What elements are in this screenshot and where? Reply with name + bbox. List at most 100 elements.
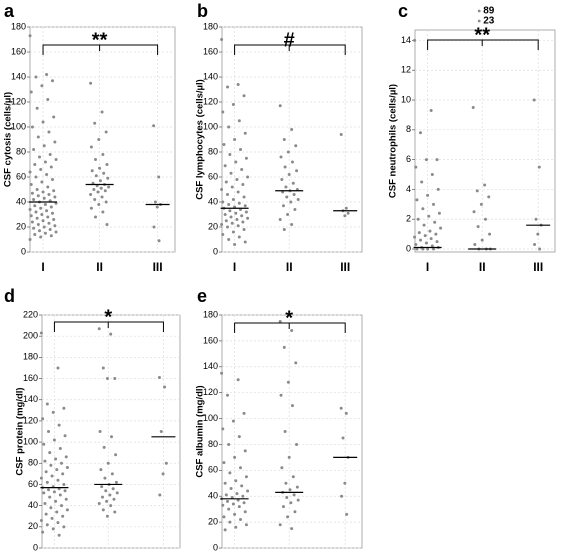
data-point (63, 489, 67, 493)
data-point (422, 223, 426, 227)
y-tick-label: 80 (28, 458, 38, 468)
data-point (241, 183, 245, 186)
y-tick-label: 0 (213, 246, 218, 256)
data-point (115, 491, 119, 495)
data-point (237, 435, 241, 439)
significance-bracket (53, 321, 164, 332)
data-point (244, 475, 248, 479)
data-point (293, 510, 297, 514)
data-point (230, 185, 234, 189)
y-tick-label: 0 (21, 246, 26, 256)
data-point (227, 238, 231, 241)
data-point (237, 505, 241, 509)
data-point (419, 131, 423, 135)
data-point (424, 158, 428, 162)
data-point (278, 319, 282, 323)
data-point (286, 380, 290, 384)
data-point (278, 523, 282, 527)
data-point (49, 463, 53, 467)
y-tick-label: 160 (203, 335, 218, 345)
data-point (229, 486, 233, 490)
data-point (45, 209, 49, 213)
data-point (112, 497, 116, 501)
data-point (34, 210, 38, 214)
data-point (278, 218, 282, 221)
data-point (240, 168, 244, 171)
data-point (419, 238, 423, 242)
data-point (30, 191, 34, 195)
data-point (435, 158, 439, 162)
significance-mark: * (104, 306, 112, 328)
data-point (40, 213, 44, 216)
data-point (33, 233, 37, 236)
data-point (53, 140, 57, 144)
y-axis-label: CSF neutrophils (cells/µl) (388, 84, 399, 198)
data-point (54, 457, 58, 461)
y-tick-label: 180 (203, 309, 218, 319)
data-point (42, 144, 46, 148)
data-point (243, 240, 247, 244)
data-point (34, 175, 38, 179)
y-tick-label: 60 (208, 465, 218, 475)
data-point (35, 216, 39, 220)
data-point (228, 471, 232, 475)
data-point (537, 165, 541, 169)
data-point (114, 480, 118, 484)
data-point (345, 512, 349, 516)
data-point (41, 530, 45, 534)
data-point (97, 502, 101, 506)
data-point (163, 385, 167, 389)
data-point (103, 189, 107, 193)
data-point (234, 525, 238, 529)
data-point (38, 229, 42, 233)
data-point (282, 345, 286, 349)
data-point (224, 219, 228, 223)
data-point (290, 223, 294, 226)
data-point (57, 533, 61, 537)
x-tick-label: I (41, 260, 44, 274)
data-point (243, 204, 247, 208)
data-point (295, 485, 299, 489)
data-point (293, 208, 297, 211)
data-point (97, 138, 101, 141)
data-point (432, 247, 436, 251)
data-point (98, 430, 102, 433)
outlier-label: 89 (483, 6, 495, 17)
data-point (100, 485, 104, 489)
data-point (106, 176, 110, 180)
panel-label: c (398, 1, 408, 21)
data-point (236, 224, 240, 228)
significance-bracket (234, 322, 346, 333)
data-point (280, 178, 284, 181)
data-point (223, 213, 227, 216)
y-tick-label: 20 (208, 221, 218, 231)
data-point (430, 244, 434, 248)
data-point (94, 215, 98, 219)
data-point (226, 393, 230, 397)
data-point (223, 164, 227, 168)
data-point (57, 423, 61, 427)
data-point (235, 178, 239, 181)
data-point (231, 230, 235, 234)
y-tick-label: 10 (401, 94, 411, 104)
data-point (105, 377, 109, 381)
y-tick-label: 80 (208, 146, 218, 156)
data-point (228, 153, 232, 156)
y-tick-label: 160 (23, 373, 38, 383)
data-point (239, 518, 243, 522)
data-point (429, 237, 433, 241)
data-point (30, 220, 34, 224)
data-point (65, 466, 69, 470)
data-point (437, 211, 441, 215)
data-point (48, 153, 52, 156)
data-point (287, 455, 291, 459)
data-point (61, 472, 65, 476)
data-point (113, 377, 117, 381)
data-point (35, 106, 39, 110)
panel-label: a (4, 1, 15, 21)
data-point (104, 130, 108, 134)
data-point (220, 371, 224, 375)
data-point (292, 193, 296, 196)
data-point (483, 183, 487, 187)
